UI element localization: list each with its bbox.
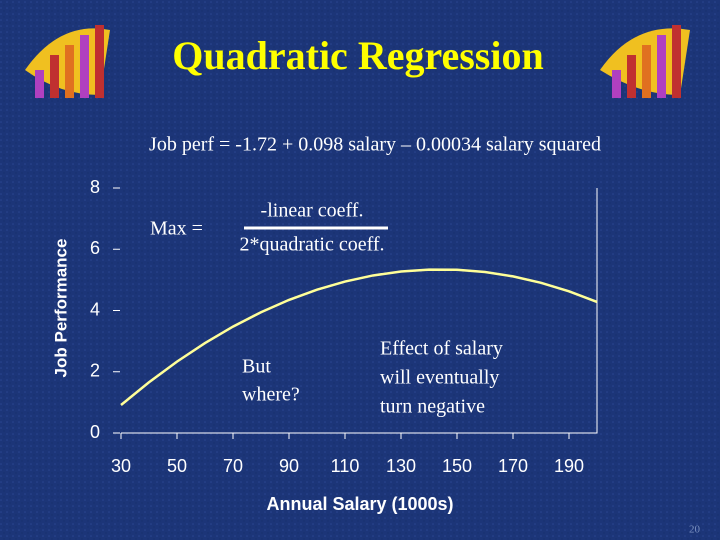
subtitle: Job perf = -1.72 + 0.098 salary – 0.0003… [149,134,601,156]
x-tick-label: 90 [279,456,299,476]
x-tick-label: 70 [223,456,243,476]
y-tick-label: 4 [90,299,100,319]
title: Quadratic Regression [172,33,543,78]
x-tick-label: 150 [442,456,472,476]
x-tick-label: 30 [111,456,131,476]
annotation: -linear coeff. [261,200,364,222]
x-tick-label: 170 [498,456,528,476]
logo-right [600,25,690,98]
x-tick-label: 50 [167,456,187,476]
page-number: 20 [689,524,701,536]
x-axis-label: Annual Salary (1000s) [266,494,453,514]
annotation: where? [242,384,300,406]
logo-left [25,25,110,98]
y-axis-label: Job Performance [51,239,70,378]
annotation: 2*quadratic coeff. [239,234,384,256]
x-tick-label: 110 [331,456,360,476]
annotation: Effect of salary [380,338,503,360]
x-tick-label: 130 [386,456,416,476]
annotation: Max = [150,218,203,240]
trend-line [120,268,598,406]
annotation: will eventually [380,367,499,389]
annotation: turn negative [380,396,485,418]
y-tick-label: 2 [90,361,100,381]
y-tick-label: 0 [90,422,100,442]
annotation: But [242,356,271,378]
y-tick-label: 6 [90,238,100,258]
plot-frame [121,188,598,434]
y-tick-label: 8 [90,177,100,197]
x-tick-label: 190 [554,456,584,476]
